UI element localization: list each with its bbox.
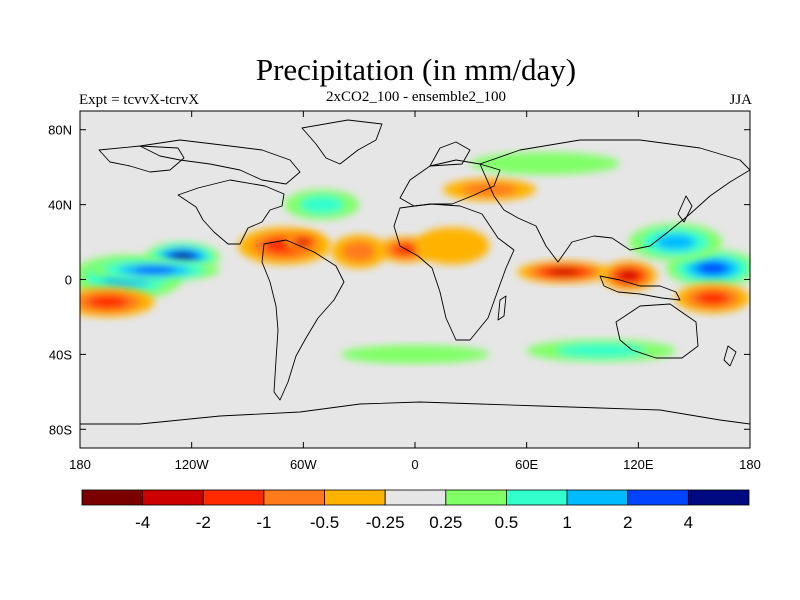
anomaly-region-14 [442,178,536,201]
anomaly-contour [697,262,729,275]
coastline-indonesia [599,275,681,301]
anomaly-region-2 [89,258,220,282]
colorbar-label: 2 [623,513,632,532]
colorbar-swatch [142,489,204,506]
colorbar-swatch [506,489,568,506]
anomaly-contour [470,152,620,175]
colorbar-label: 4 [684,513,693,532]
coastlines [80,119,750,425]
lon-tick-label: 120W [175,457,210,472]
colorbar-swatch [627,489,689,506]
anomaly-region-4 [284,232,322,252]
coastline-canada [139,139,301,185]
anomaly-contour [548,268,580,276]
anomaly-contour [696,291,729,305]
chart-subtitle: 2xCO2_100 - ensemble2_100 [326,89,506,105]
lat-tick-label: 80N [48,123,72,138]
coastline-south-america [261,239,345,401]
lat-tick-label: 40S [49,347,72,362]
anomaly-region-15 [284,189,360,220]
coastline-australia [615,303,699,359]
experiment-label: Expt = tcvvX-tcrvX [79,92,200,108]
anomaly-contour [619,270,639,281]
lat-tick-label: 80S [49,422,72,437]
coastline-scandinavia [429,141,471,167]
anomaly-region-13 [675,283,750,314]
map-axes: 180 120W 60W 0 60E 120E 180 80N 40N 0 40S 80S [48,111,761,472]
colorbar-label: 1 [562,513,571,532]
anomaly-contour [556,343,646,358]
coastline-japan [677,195,693,223]
anomaly-region-9 [601,260,657,291]
anomaly-field [80,152,750,364]
colorbar-swatch [687,489,750,506]
colorbar-label: 0.5 [495,513,519,532]
anomaly-region-8 [517,260,611,284]
anomaly-contour [415,227,490,265]
anomaly-region-16 [470,152,620,175]
colorbar: -4 -2 -1 -0.5 -0.25 0.25 0.5 1 2 4 [81,489,750,532]
colorbar-swatch [384,489,447,506]
lon-tick-label: 60W [290,457,317,472]
coastline-north-america [177,179,285,245]
chart-title: Precipitation (in mm/day) [255,52,577,87]
anomaly-contour [461,182,518,197]
colorbar-label: -2 [196,513,211,532]
coastline-madagascar [497,295,507,321]
anomaly-contour [87,295,128,309]
anomaly-region-11 [629,223,723,261]
anomaly-region-7 [415,227,490,265]
colorbar-label: -0.5 [310,513,339,532]
lon-tick-label: 60E [515,457,538,472]
anomaly-contour [297,238,310,246]
colorbar-swatch [81,489,144,506]
colorbar-swatch [445,489,507,506]
coastline-new-zealand [723,345,737,367]
anomaly-region-18 [526,339,676,362]
anomaly-contour [342,241,376,262]
colorbar-label: -1 [256,513,271,532]
lon-tick-label: 180 [739,457,761,472]
anomaly-contour [655,234,696,251]
lon-tick-label: 180 [69,457,91,472]
coastline-antarctica [80,401,750,425]
colorbar-label: -4 [135,513,150,532]
season-label: JJA [729,92,752,108]
anomaly-region-17 [340,345,490,364]
lat-tick-label: 40N [48,198,72,213]
colorbar-swatch [202,489,265,506]
colorbar-swatch [324,489,386,506]
anomaly-region-5 [331,234,388,269]
anomaly-contour [172,252,193,262]
lon-tick-label: 120E [623,457,654,472]
anomaly-contour [132,266,177,274]
coastline-greenland [301,119,383,165]
anomaly-contour [299,195,345,214]
lon-tick-label: 0 [411,457,418,472]
colorbar-swatch [263,489,325,506]
colorbar-label: 0.25 [429,513,462,532]
colorbar-label: -0.25 [366,513,405,532]
anomaly-region-12 [80,286,155,317]
colorbar-swatch [566,489,629,506]
anomaly-contour [340,345,490,364]
coastline-alaska [98,145,185,173]
coastline-africa [393,203,515,341]
coastline-asia [479,139,750,263]
lat-tick-label: 0 [65,273,72,288]
